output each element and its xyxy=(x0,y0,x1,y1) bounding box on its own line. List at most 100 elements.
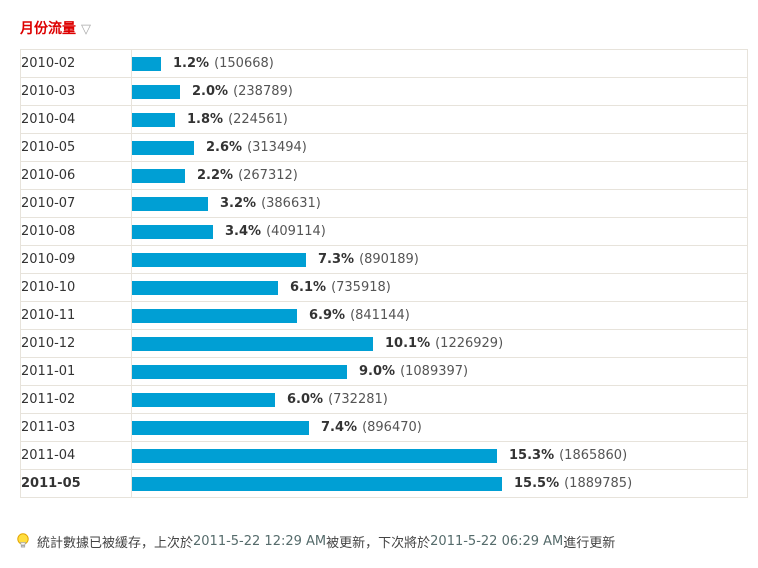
percent-label: 6.0% xyxy=(287,392,324,407)
traffic-bar xyxy=(132,420,309,435)
percent-label: 15.3% xyxy=(509,448,555,463)
cache-text-2: 被更新，下次將於 xyxy=(326,536,431,551)
count-label: (890189) xyxy=(359,252,419,267)
count-label: (1889785) xyxy=(564,476,633,491)
traffic-bar xyxy=(132,56,161,71)
percent-label: 2.2% xyxy=(197,168,234,183)
bar-cell: 3.4% (409114) xyxy=(131,217,748,246)
table-row: 2011-01 9.0% (1089397) xyxy=(20,357,748,386)
count-label: (735918) xyxy=(331,280,391,295)
next-update-time: 2011-5-22 06:29 AM xyxy=(430,534,564,549)
percent-label: 1.8% xyxy=(187,112,224,127)
percent-label: 6.1% xyxy=(290,280,327,295)
table-row: 2011-02 6.0% (732281) xyxy=(20,385,748,414)
table-row: 2011-05 15.5% (1889785) xyxy=(20,469,748,498)
table-row: 2010-12 10.1% (1226929) xyxy=(20,329,748,358)
bar-cell: 7.3% (890189) xyxy=(131,245,748,274)
sort-descending-icon[interactable]: ▽ xyxy=(81,22,91,37)
month-label: 2010-08 xyxy=(20,217,132,246)
count-label: (150668) xyxy=(214,56,274,71)
bar-cell: 6.9% (841144) xyxy=(131,301,748,330)
percent-label: 3.4% xyxy=(225,224,262,239)
traffic-bar xyxy=(132,140,194,155)
bar-cell: 15.3% (1865860) xyxy=(131,441,748,470)
month-label: 2010-10 xyxy=(20,273,132,302)
cache-text-3: 進行更新 xyxy=(563,536,616,551)
traffic-bar xyxy=(132,448,497,463)
month-label: 2011-02 xyxy=(20,385,132,414)
month-label: 2010-09 xyxy=(20,245,132,274)
bar-cell: 6.0% (732281) xyxy=(131,385,748,414)
month-label: 2010-04 xyxy=(20,105,132,134)
lightbulb-icon xyxy=(16,533,30,550)
count-label: (386631) xyxy=(261,196,321,211)
bar-cell: 9.0% (1089397) xyxy=(131,357,748,386)
bar-cell: 10.1% (1226929) xyxy=(131,329,748,358)
table-row: 2010-08 3.4% (409114) xyxy=(20,217,748,246)
month-label: 2010-03 xyxy=(20,77,132,106)
month-label: 2011-03 xyxy=(20,413,132,442)
count-label: (313494) xyxy=(247,140,307,155)
count-label: (409114) xyxy=(266,224,326,239)
traffic-table: 2010-02 1.2% (150668) 2010-03 2.0% (238789) 20… xyxy=(20,49,748,498)
traffic-bar xyxy=(132,392,275,407)
table-row: 2010-09 7.3% (890189) xyxy=(20,245,748,274)
count-label: (732281) xyxy=(328,392,388,407)
percent-label: 2.0% xyxy=(192,84,229,99)
table-row: 2010-07 3.2% (386631) xyxy=(20,189,748,218)
bar-cell: 2.0% (238789) xyxy=(131,77,748,106)
percent-label: 1.2% xyxy=(173,56,210,71)
traffic-bar xyxy=(132,112,175,127)
cache-status-note: 統計數據已被緩存，上次於 2011-5-22 12:29 AM 被更新，下次將於… xyxy=(16,532,758,551)
bar-cell: 1.2% (150668) xyxy=(131,49,748,78)
month-label: 2010-07 xyxy=(20,189,132,218)
traffic-bar xyxy=(132,336,373,351)
percent-label: 7.4% xyxy=(321,420,358,435)
table-row: 2010-02 1.2% (150668) xyxy=(20,49,748,78)
traffic-bar xyxy=(132,252,306,267)
traffic-stats-page: 月份流量 ▽ 2010-02 1.2% (150668) 2010-03 2.0% (238… xyxy=(0,21,758,568)
traffic-table-body: 2010-02 1.2% (150668) 2010-03 2.0% (238789) 20… xyxy=(20,49,748,498)
bar-cell: 3.2% (386631) xyxy=(131,189,748,218)
count-label: (267312) xyxy=(238,168,298,183)
bar-cell: 2.2% (267312) xyxy=(131,161,748,190)
bar-cell: 7.4% (896470) xyxy=(131,413,748,442)
percent-label: 2.6% xyxy=(206,140,243,155)
bar-cell: 1.8% (224561) xyxy=(131,105,748,134)
month-label: 2010-05 xyxy=(20,133,132,162)
traffic-bar xyxy=(132,364,347,379)
bar-cell: 6.1% (735918) xyxy=(131,273,748,302)
count-label: (841144) xyxy=(350,308,410,323)
traffic-bar xyxy=(132,84,180,99)
count-label: (1226929) xyxy=(435,336,504,351)
last-updated-time: 2011-5-22 12:29 AM xyxy=(193,534,327,549)
month-label: 2011-05 xyxy=(20,469,132,498)
table-row: 2010-10 6.1% (735918) xyxy=(20,273,748,302)
table-row: 2010-03 2.0% (238789) xyxy=(20,77,748,106)
traffic-bar xyxy=(132,196,208,211)
percent-label: 10.1% xyxy=(385,336,431,351)
table-row: 2011-03 7.4% (896470) xyxy=(20,413,748,442)
month-label: 2010-02 xyxy=(20,49,132,78)
page-title: 月份流量 xyxy=(20,21,76,37)
percent-label: 15.5% xyxy=(514,476,560,491)
traffic-bar xyxy=(132,224,213,239)
month-label: 2011-04 xyxy=(20,441,132,470)
count-label: (1865860) xyxy=(559,448,628,463)
month-label: 2011-01 xyxy=(20,357,132,386)
bar-cell: 15.5% (1889785) xyxy=(131,469,748,498)
count-label: (896470) xyxy=(362,420,422,435)
count-label: (224561) xyxy=(228,112,288,127)
table-row: 2010-11 6.9% (841144) xyxy=(20,301,748,330)
table-row: 2010-06 2.2% (267312) xyxy=(20,161,748,190)
bar-cell: 2.6% (313494) xyxy=(131,133,748,162)
count-label: (1089397) xyxy=(400,364,469,379)
percent-label: 6.9% xyxy=(309,308,346,323)
table-row: 2010-05 2.6% (313494) xyxy=(20,133,748,162)
month-label: 2010-12 xyxy=(20,329,132,358)
section-header: 月份流量 ▽ xyxy=(20,21,758,38)
traffic-bar xyxy=(132,280,278,295)
traffic-bar xyxy=(132,308,297,323)
percent-label: 3.2% xyxy=(220,196,257,211)
cache-text-1: 統計數據已被緩存，上次於 xyxy=(37,536,194,551)
